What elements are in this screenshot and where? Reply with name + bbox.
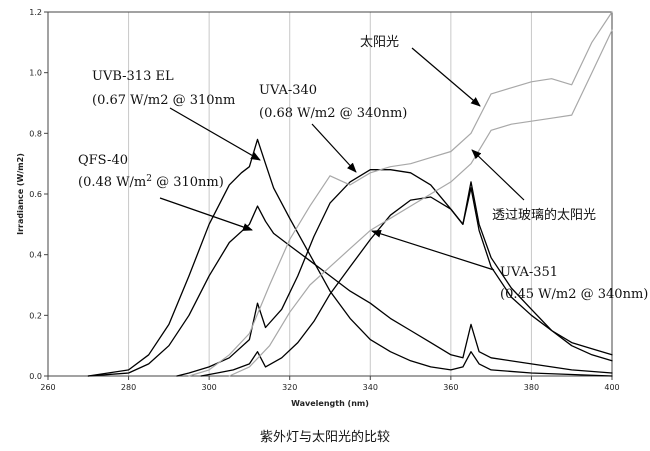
gridlines <box>128 12 532 376</box>
annotation-sunlight-through-glass: 透过玻璃的太阳光 <box>471 149 596 223</box>
y-tick-label: 0.8 <box>29 129 42 138</box>
x-axis-title: Wavelength (nm) <box>291 399 369 408</box>
y-tick-label: 1.2 <box>29 8 42 17</box>
annotation-uva-351: UVA-351 (0.45 W/m2 @ 340nm) <box>371 229 648 302</box>
series-line-3 <box>200 187 613 377</box>
annotation-qfs-40: QFS-40 (0.48 W/m2 @ 310nm) <box>78 153 253 231</box>
y-tick-label: 0.0 <box>29 372 42 381</box>
annotation-uva340-title: UVA-340 <box>259 83 317 98</box>
annotation-sunlight-arrow <box>411 47 481 107</box>
y-tick-label: 1.0 <box>29 69 42 78</box>
x-tick-label: 360 <box>443 383 458 392</box>
x-tick-label: 320 <box>282 383 297 392</box>
x-tick-label: 300 <box>202 383 217 392</box>
annotation-uva340-value: (0.68 W/m2 @ 340nm) <box>259 106 407 121</box>
y-axis-ticks: 0.0 0.2 0.4 0.6 0.8 1.0 1.2 <box>29 8 48 381</box>
series-line-1 <box>87 205 613 377</box>
annotation-uva340-arrow <box>311 123 357 173</box>
annotation-qfs-title: QFS-40 <box>78 153 128 168</box>
annotation-uva351-title: UVA-351 <box>500 265 558 280</box>
y-axis-title: Irradiance (W/m2) <box>16 153 25 235</box>
x-tick-label: 400 <box>604 383 619 392</box>
annotation-sunglass-arrow <box>471 149 525 201</box>
y-tick-label: 0.6 <box>29 190 42 199</box>
series-line-0 <box>87 138 613 377</box>
x-tick-label: 260 <box>40 383 55 392</box>
y-tick-label: 0.4 <box>29 251 42 260</box>
annotation-uvb-value: (0.67 W/m2 @ 310nm <box>92 93 235 108</box>
annotation-sunlight-label: 太阳光 <box>360 35 399 50</box>
x-tick-label: 340 <box>363 383 378 392</box>
x-tick-label: 280 <box>121 383 136 392</box>
plot-area-border <box>47 11 613 377</box>
annotation-uva351-arrow <box>371 229 495 271</box>
y-tick-label: 0.2 <box>29 311 42 320</box>
annotation-qfs-arrow <box>159 197 253 231</box>
figure-caption: 紫外灯与太阳光的比较 <box>259 430 390 445</box>
annotation-uvb-arrow <box>169 107 261 161</box>
x-axis-ticks: 260 280 300 320 340 360 380 400 <box>40 376 620 392</box>
annotation-uvb-title: UVB-313 EL <box>92 69 174 84</box>
plot-frame <box>47 11 613 377</box>
annotation-uva351-value: (0.45 W/m2 @ 340nm) <box>500 287 648 302</box>
series-layer <box>87 11 613 377</box>
annotation-uva-340: UVA-340 (0.68 W/m2 @ 340nm) <box>259 83 407 173</box>
annotation-sunglass-label: 透过玻璃的太阳光 <box>492 207 596 223</box>
annotation-uvb-313: UVB-313 EL (0.67 W/m2 @ 310nm <box>92 69 261 161</box>
annotation-sunlight: 太阳光 <box>360 35 481 107</box>
series-line-5 <box>228 29 613 377</box>
annotation-qfs-value: (0.48 W/m2 @ 310nm) <box>78 174 224 190</box>
x-tick-label: 380 <box>524 383 539 392</box>
series-line-4 <box>188 11 613 377</box>
